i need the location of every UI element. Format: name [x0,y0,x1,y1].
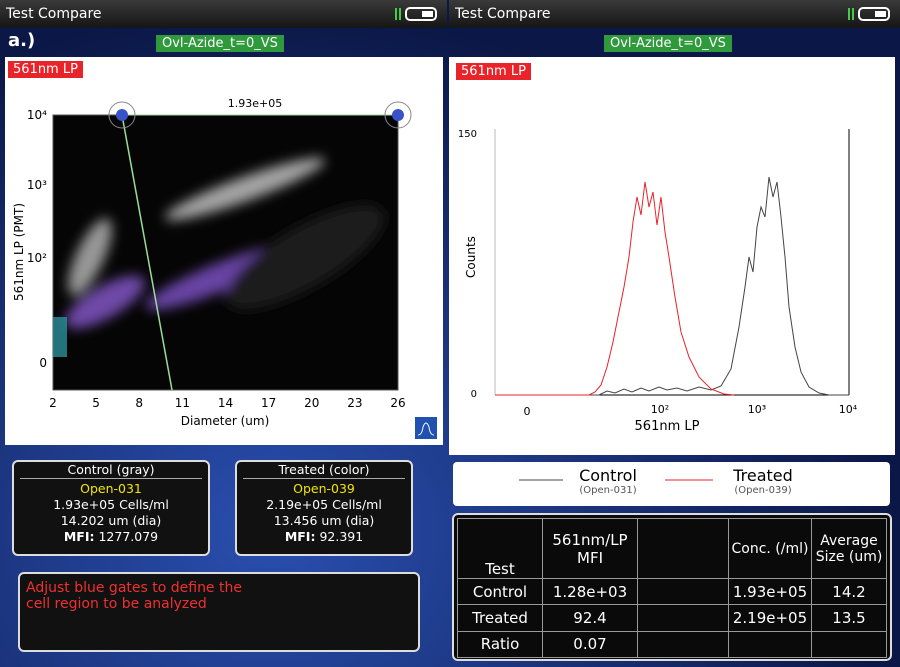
x-tick-label: 10³ [748,403,766,416]
header-cell: Test [457,518,543,579]
y-tick-label: 150 [458,129,477,140]
y-tick-label: 0 [39,356,47,370]
window-title: Test Compare [6,6,102,22]
battery-icon [395,7,437,21]
control-box: Control (gray) Open-031 1.93e+05 Cells/m… [12,460,210,556]
y-tick-label: 0 [471,389,477,400]
cell: 14.2 [811,577,887,606]
x-tick-label: 20 [304,396,319,410]
window-bar: Test Compare [449,0,900,28]
mfi-label: MFI: [284,529,316,544]
channel-label: 561nm LP [456,63,531,80]
x-tick-label: 26 [390,396,405,410]
x-tick-label: 14 [218,396,233,410]
empty-cell [637,518,729,579]
sample-id: Open-031 [80,481,142,496]
cell: Control [457,577,543,606]
x-tick-label: 2 [49,396,57,410]
size: 14.202 um (dia) [60,513,162,528]
mfi-label: MFI: [63,529,95,544]
cell: 0.07 [542,630,638,659]
channel-label: 561nm LP [8,61,83,78]
message-box: Adjust blue gates to define the cell reg… [18,572,420,652]
cell: Treated [457,604,543,632]
empty-cell [811,630,887,659]
cell: Ratio [457,630,543,659]
header-cell: 561nm/LP MFI [542,518,638,579]
battery-icon [848,7,890,21]
legend-keys [519,479,713,481]
sample-label: Ovl-Azide_t=0_VS [156,35,284,52]
window-bar: Test Compare [0,0,447,28]
legend: Control (Open-031) Treated (Open-039) [453,462,890,506]
results-table-frame: Test 561nm/LP MFI Conc. (/ml) Average Size … [452,513,892,661]
x-tick-label: 10⁴ [839,403,858,416]
x-axis-label: 561nm LP [635,419,700,434]
legend-id: (Open-039) [734,485,792,496]
cell: 2.19e+05 [728,604,812,632]
x-tick-label: 0 [524,405,531,418]
results-table: Test 561nm/LP MFI Conc. (/ml) Average Size … [457,518,887,659]
y-axis-label: 561nm LP (PMT) [12,203,26,301]
y-axis-label: Counts [464,236,478,278]
x-tick-label: 8 [135,396,143,410]
mfi: 92.391 [319,529,364,544]
cell: 1.28e+03 [542,577,638,606]
header-cell: Average Size (um) [811,518,887,579]
box-title: Control (gray) [20,462,202,479]
cell: 13.5 [811,604,887,632]
legend-id: (Open-031) [579,485,637,496]
empty-cell [728,630,812,659]
box-title: Treated (color) [243,462,405,479]
size: 13.456 um (dia) [273,513,375,528]
panel-label: a.) [8,30,36,51]
x-tick-label: 11 [175,396,190,410]
histogram: 150 0 Counts 0 10² 10³ 10⁴ 561nm LP [458,129,858,434]
empty-cell [637,630,729,659]
y-tick-label: 10⁴ [27,108,47,122]
sample-id: Open-039 [293,481,355,496]
x-axis-label: Diameter (um) [181,414,270,428]
header-cell: Conc. (/ml) [728,518,812,579]
legend-label: Treated [733,466,793,485]
cell: 1.93e+05 [728,577,812,606]
y-tick-label: 10² [27,251,47,265]
concentration: 2.19e+05 Cells/ml [266,497,382,512]
gate-count: 1.93e+05 [228,97,282,110]
sample-label: Ovl-Azide_t=0_VS [604,35,732,52]
empty-cell [637,577,729,606]
x-tick-label: 10² [651,403,669,416]
treated-box: Treated (color) Open-039 2.19e+05 Cells/… [235,460,413,556]
legend-label: Control [579,466,637,485]
scatter-plot: 1.93e+05 10⁴ 10³ 10² 0 2 5 8 11 14 17 20 23 26 5… [12,97,437,439]
concentration: 1.93e+05 Cells/ml [53,497,169,512]
empty-cell [637,604,729,632]
x-tick-label: 5 [92,396,100,410]
x-tick-label: 17 [261,396,276,410]
window-title: Test Compare [455,6,551,22]
x-tick-label: 23 [347,396,362,410]
mfi: 1277.079 [98,529,159,544]
y-tick-label: 10³ [27,178,47,192]
cell: 92.4 [542,604,638,632]
